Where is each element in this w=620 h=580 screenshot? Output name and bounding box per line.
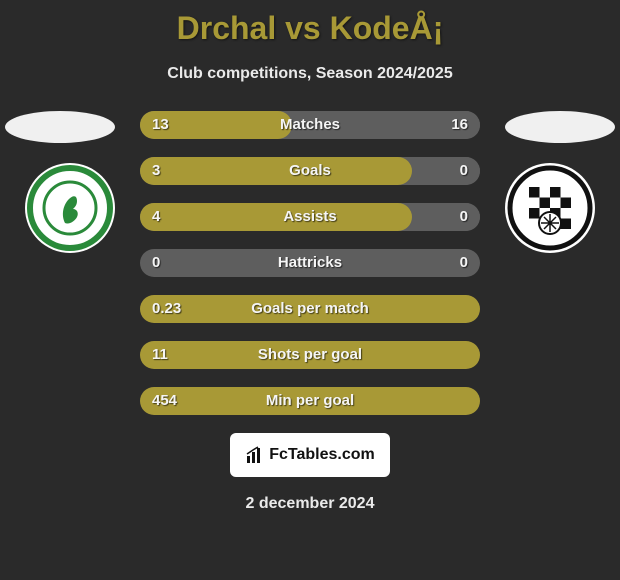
club-badge-right — [505, 163, 595, 253]
date-label: 2 december 2024 — [0, 495, 620, 513]
hradec-kralove-icon — [507, 165, 593, 251]
stat-label: Assists — [140, 203, 480, 231]
comparison-panel: 1316Matches 30Goals 40Assists 00Hattricks 0.… — [0, 111, 620, 513]
stat-row: 40Assists — [140, 203, 480, 231]
stat-row: 30Goals — [140, 157, 480, 185]
player-left-ellipse — [5, 111, 115, 143]
fctables-logo: FcTables.com — [230, 433, 390, 477]
stat-row: 00Hattricks — [140, 249, 480, 277]
stat-label: Min per goal — [140, 387, 480, 415]
stat-row: 1316Matches — [140, 111, 480, 139]
player-right-ellipse — [505, 111, 615, 143]
stat-bars: 1316Matches 30Goals 40Assists 00Hattricks 0.… — [140, 111, 480, 415]
stat-label: Goals per match — [140, 295, 480, 323]
club-badge-left — [25, 163, 115, 253]
logo-text: FcTables.com — [269, 446, 375, 464]
stat-row: 11Shots per goal — [140, 341, 480, 369]
stat-row: 0.23Goals per match — [140, 295, 480, 323]
stat-label: Hattricks — [140, 249, 480, 277]
stat-label: Shots per goal — [140, 341, 480, 369]
stat-row: 454Min per goal — [140, 387, 480, 415]
subtitle: Club competitions, Season 2024/2025 — [0, 65, 620, 83]
bohemians-praha-icon — [27, 165, 113, 251]
page-title: Drchal vs KodeÅ¡ — [0, 0, 620, 47]
stat-label: Goals — [140, 157, 480, 185]
chart-icon — [245, 445, 265, 465]
stat-label: Matches — [140, 111, 480, 139]
